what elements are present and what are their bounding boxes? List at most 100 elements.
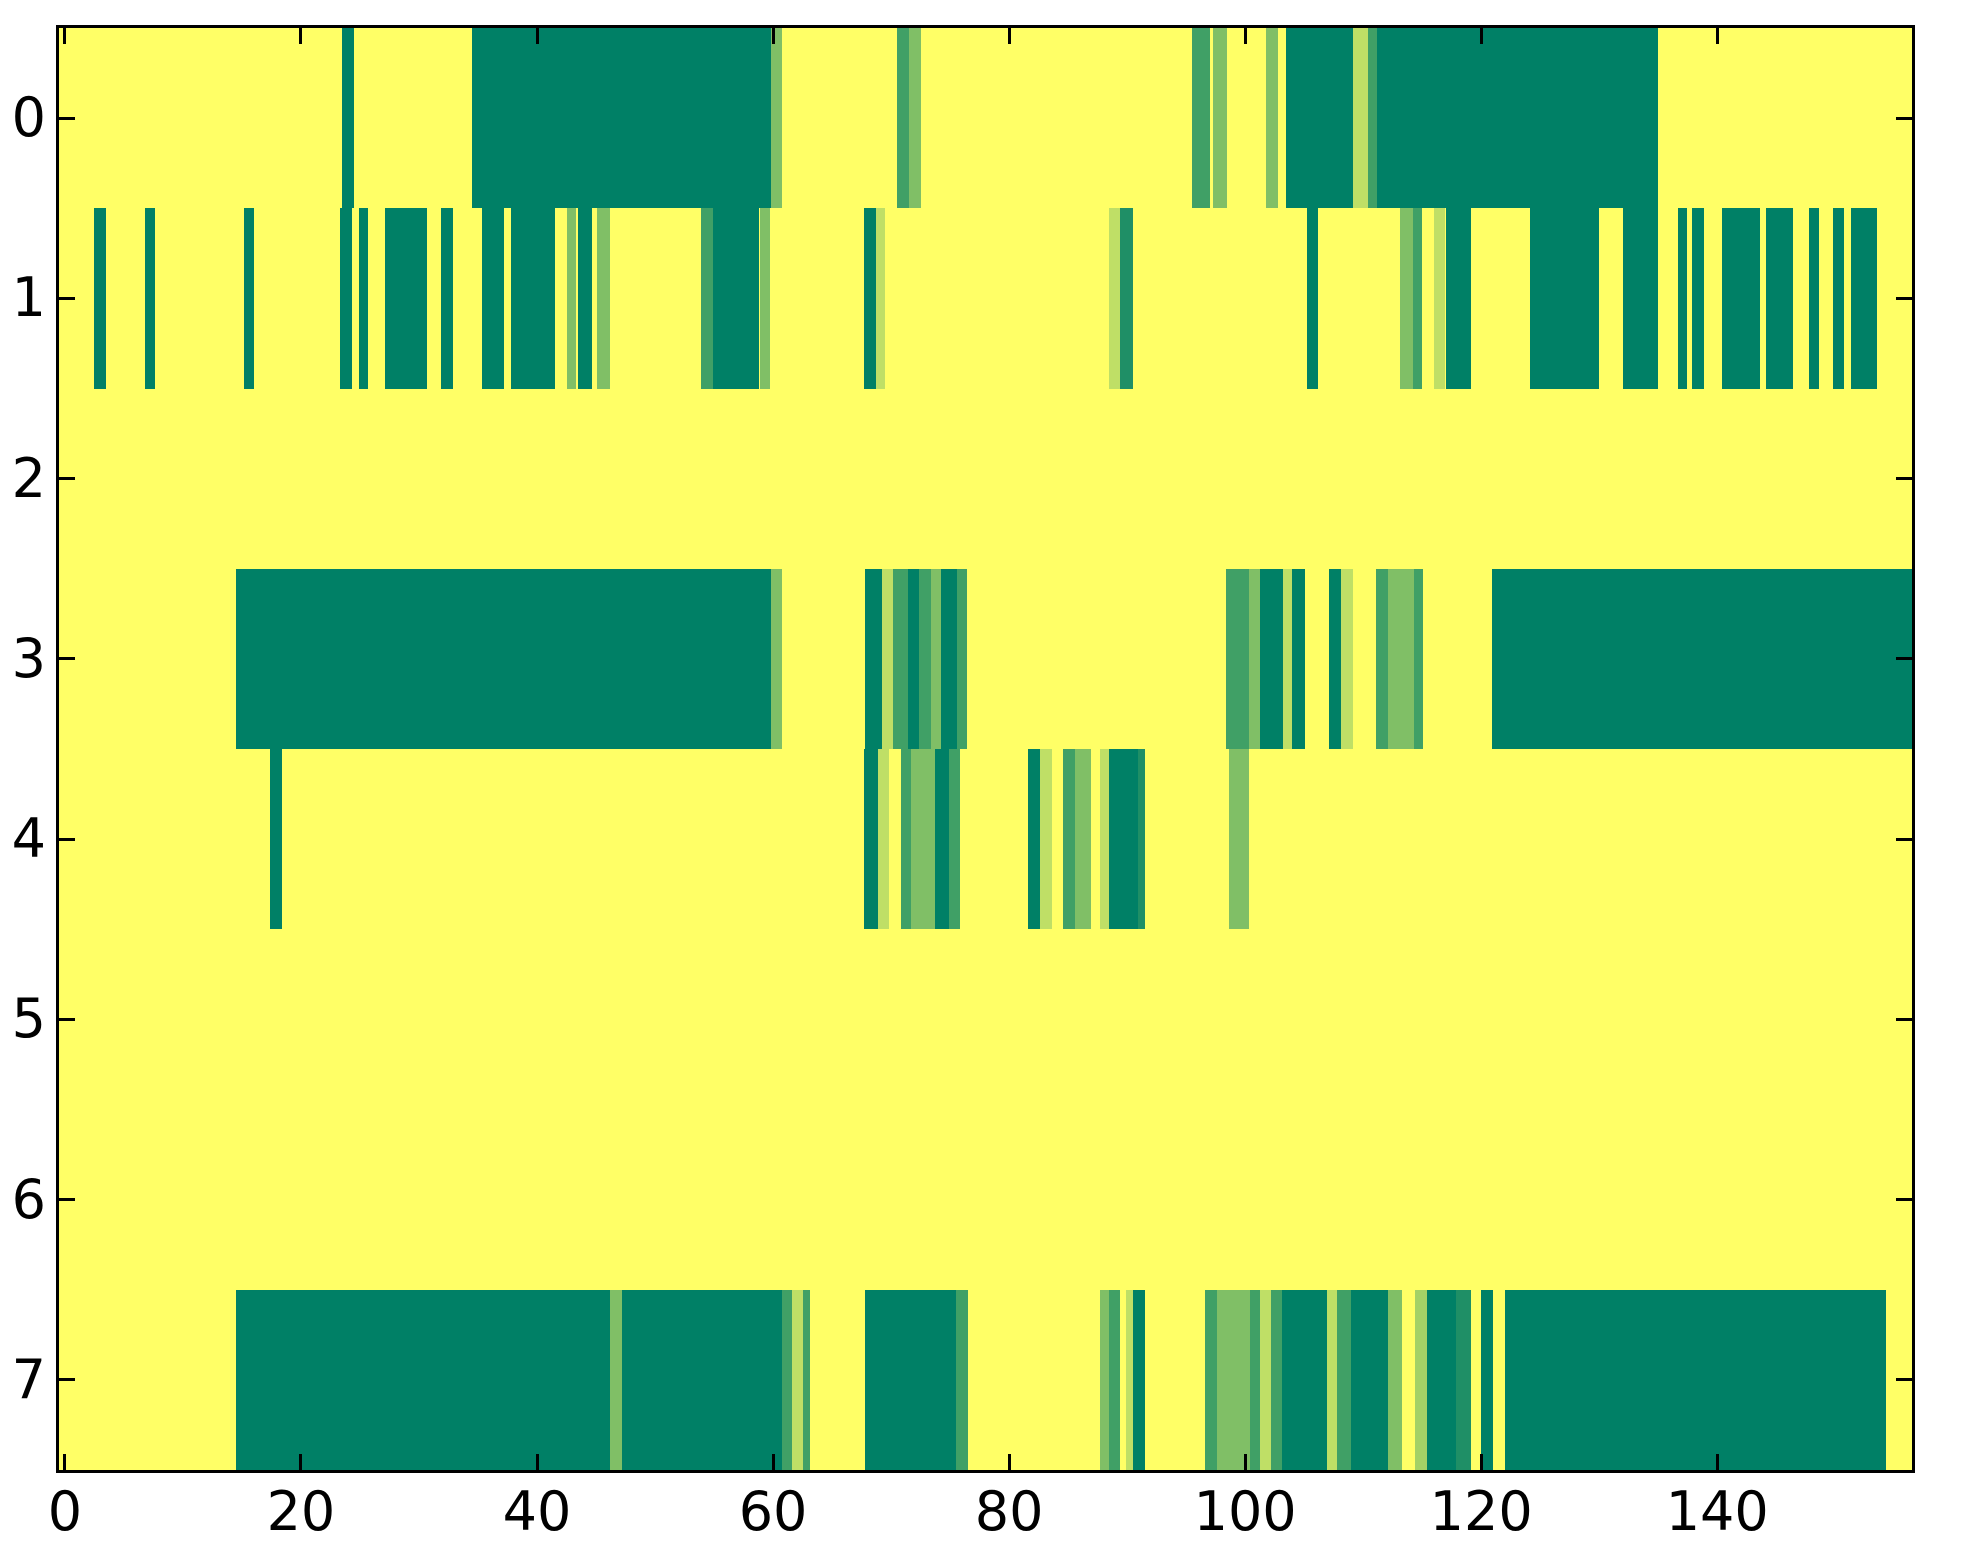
heatmap-cell-segment <box>358 208 369 389</box>
heatmap-cell-segment <box>1481 1289 1493 1470</box>
heatmap-cell-segment <box>1504 1289 1887 1470</box>
heatmap-cell-segment <box>481 208 504 389</box>
heatmap-cell-segment <box>1809 208 1819 389</box>
x-tick-bottom <box>771 1454 775 1470</box>
y-tick-left <box>59 657 75 661</box>
x-tick-label: 140 <box>1665 1480 1769 1543</box>
heatmap-cell-segment <box>881 568 894 749</box>
heatmap-cell-segment <box>1281 1289 1327 1470</box>
x-tick-label: 60 <box>738 1480 808 1543</box>
y-tick-left <box>59 1017 75 1021</box>
y-tick-right <box>1896 1017 1912 1021</box>
y-tick-right <box>1896 837 1912 841</box>
heatmap-cell-segment <box>1039 749 1052 930</box>
x-tick-bottom <box>63 1454 67 1470</box>
heatmap-cell-segment <box>1765 208 1793 389</box>
heatmap-cell-segment <box>712 208 759 389</box>
heatmap-cell-segment <box>701 208 713 389</box>
heatmap-cell-segment <box>863 208 876 389</box>
heatmap-cell-segment <box>1286 28 1353 209</box>
heatmap-cell-segment <box>1075 749 1091 930</box>
heatmap-cell-segment <box>1692 208 1705 389</box>
heatmap-cell-segment <box>1377 28 1659 209</box>
heatmap-cell-segment <box>1120 208 1134 389</box>
heatmap-cell-segment <box>760 208 770 389</box>
heatmap-cell-segment <box>1109 208 1121 389</box>
heatmap-cell-segment <box>907 568 920 749</box>
heatmap-cell-segment <box>1226 568 1249 749</box>
heatmap-cell-segment <box>1529 208 1600 389</box>
heatmap-cell-segment <box>934 749 949 930</box>
heatmap-row-2 <box>59 388 1912 569</box>
heatmap-cell-segment <box>1433 208 1445 389</box>
x-tick-top <box>1479 28 1483 44</box>
heatmap-cell-segment <box>1622 208 1659 389</box>
heatmap-cell-segment <box>865 1289 956 1470</box>
heatmap-cell-segment <box>791 1289 803 1470</box>
x-tick-top <box>1243 28 1247 44</box>
heatmap-cell-segment <box>1260 568 1283 749</box>
x-tick-top <box>299 28 303 44</box>
x-tick-label: 120 <box>1429 1480 1533 1543</box>
heatmap-row-5 <box>59 929 1912 1110</box>
heatmap-cell-segment <box>908 28 921 209</box>
heatmap-cell-segment <box>1125 1289 1134 1470</box>
heatmap-cell-segment <box>1399 208 1413 389</box>
heatmap-cell-segment <box>1266 28 1279 209</box>
heatmap-cell-segment <box>1063 749 1076 930</box>
heatmap-cell-segment <box>878 749 889 930</box>
y-tick-right <box>1896 1198 1912 1202</box>
heatmap-row-4 <box>59 749 1912 930</box>
x-tick-top <box>63 28 67 44</box>
y-tick-label: 2 <box>11 446 46 510</box>
heatmap-cell-segment <box>236 568 771 749</box>
heatmap-cell-segment <box>940 568 958 749</box>
x-tick-bottom <box>1007 1454 1011 1470</box>
heatmap-cell-segment <box>597 208 611 389</box>
heatmap-cell-segment <box>931 568 941 749</box>
heatmap-plot <box>56 25 1915 1473</box>
heatmap-cell-segment <box>865 568 882 749</box>
x-tick-top <box>1007 28 1011 44</box>
heatmap-cell-segment <box>621 1289 783 1470</box>
heatmap-cell-segment <box>1328 568 1341 749</box>
heatmap-cell-segment <box>1027 749 1040 930</box>
y-tick-label: 6 <box>11 1167 46 1231</box>
x-tick-label: 20 <box>266 1480 336 1543</box>
heatmap-cell-segment <box>782 1289 792 1470</box>
heatmap-cell-segment <box>955 1289 968 1470</box>
heatmap-cell-segment <box>244 208 254 389</box>
heatmap-cell-segment <box>770 568 783 749</box>
heatmap-cell-segment <box>896 28 909 209</box>
heatmap-cell-segment <box>441 208 454 389</box>
heatmap-cell-segment <box>1260 1289 1272 1470</box>
heatmap-cell-segment <box>1109 749 1138 930</box>
heatmap-cell-segment <box>1249 1289 1261 1470</box>
heatmap-cell-segment <box>1099 749 1110 930</box>
heatmap-cell-segment <box>1248 568 1261 749</box>
x-tick-top <box>771 28 775 44</box>
heatmap-cell-segment <box>863 749 879 930</box>
y-tick-label: 4 <box>11 807 46 871</box>
heatmap-cell-segment <box>270 749 283 930</box>
x-tick-label: 80 <box>974 1480 1044 1543</box>
y-tick-right <box>1896 116 1912 120</box>
heatmap-cell-segment <box>1387 1289 1403 1470</box>
heatmap-cell-segment <box>1271 1289 1282 1470</box>
y-tick-left <box>59 837 75 841</box>
x-tick-label: 100 <box>1193 1480 1297 1543</box>
heatmap-cell-segment <box>802 1289 810 1470</box>
heatmap-cell-segment <box>145 208 155 389</box>
y-tick-label: 1 <box>11 266 46 330</box>
y-tick-right <box>1896 657 1912 661</box>
x-tick-label: 0 <box>47 1480 83 1543</box>
heatmap-cell-segment <box>957 568 967 749</box>
heatmap-cell-segment <box>1213 28 1228 209</box>
y-tick-left <box>59 1198 75 1202</box>
y-tick-left <box>59 116 75 120</box>
heatmap-cell-segment <box>566 208 576 389</box>
heatmap-row-1 <box>59 208 1912 389</box>
heatmap-cell-segment <box>1282 568 1293 749</box>
x-tick-bottom <box>1479 1454 1483 1470</box>
